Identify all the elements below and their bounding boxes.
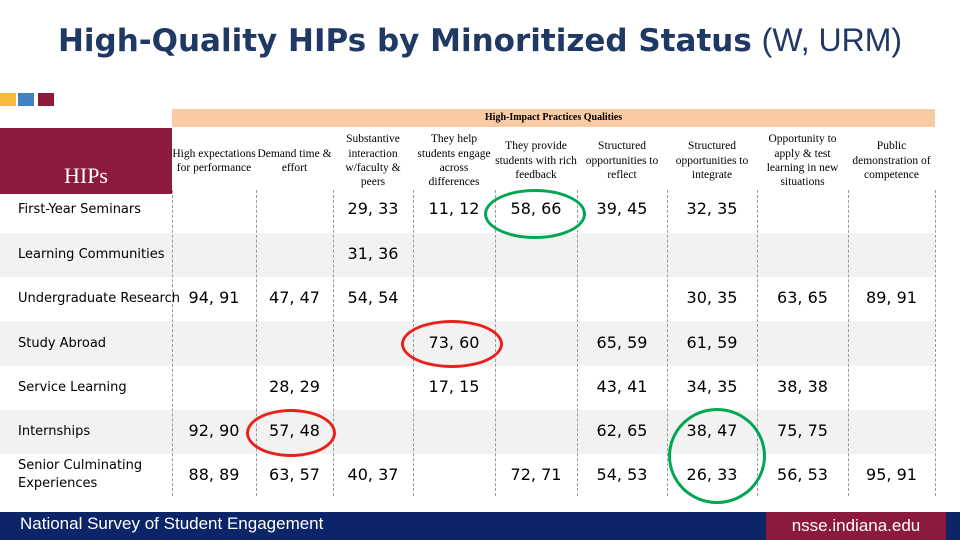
table-cell: 63, 57 <box>269 465 320 484</box>
column-header: They provide students with rich feedback <box>495 140 577 182</box>
table-cell: 28, 29 <box>269 377 320 396</box>
table-cell: 89, 91 <box>866 288 917 307</box>
column-divider <box>256 190 257 496</box>
table-cell: 39, 45 <box>596 199 648 218</box>
table-cell: 63, 65 <box>777 288 828 307</box>
column-divider <box>577 190 578 496</box>
table-cell: 17, 15 <box>428 377 480 396</box>
column-header: High expectations for performance <box>172 147 256 174</box>
accent-square-maroon <box>38 93 54 106</box>
column-header: Substantive interaction w/faculty & peer… <box>345 133 401 189</box>
row-label: Study Abroad <box>18 336 107 351</box>
table-cell: 54, 53 <box>596 465 648 484</box>
table-cell: 34, 35 <box>686 377 738 396</box>
row-label: Internships <box>18 424 91 439</box>
row-label: Service Learning <box>18 380 127 395</box>
highlight-circle-study-abroad <box>401 320 503 368</box>
column-divider <box>333 190 334 496</box>
column-header: Opportunity to apply & test learning in … <box>766 133 839 189</box>
row-label: Learning Communities <box>18 247 165 262</box>
footer-url: nsse.indiana.edu <box>766 512 946 540</box>
highlight-circle-feedback <box>484 189 586 239</box>
row-stripe <box>0 410 935 454</box>
hips-header-label: HIPs <box>63 163 108 188</box>
highlight-circle-internships <box>246 409 336 457</box>
title-suffix: (W, URM) <box>761 22 903 58</box>
table-cell: 47, 47 <box>269 288 320 307</box>
accent-square-blue <box>18 93 34 106</box>
table-cell: 88, 89 <box>188 465 240 484</box>
column-header: Structured opportunities to reflect <box>585 140 659 182</box>
hips-header-box <box>0 128 172 194</box>
table-cell: 65, 59 <box>596 333 648 352</box>
table-cell: 38, 38 <box>777 377 828 396</box>
footer-source: National Survey of Student Engagement <box>20 514 324 533</box>
table-cell: 92, 90 <box>188 421 240 440</box>
column-header: Structured opportunities to integrate <box>675 140 749 182</box>
row-label: First-Year Seminars <box>18 202 142 217</box>
table-cell: 43, 41 <box>596 377 648 396</box>
table-cell: 31, 36 <box>347 244 399 263</box>
column-divider <box>935 190 936 496</box>
table-cell: 54, 54 <box>347 288 399 307</box>
table-cell: 29, 33 <box>347 199 399 218</box>
title-main: High-Quality HIPs by Minoritized Status <box>57 23 752 59</box>
table-cell: 94, 91 <box>188 288 240 307</box>
table-cell: 95, 91 <box>866 465 917 484</box>
table-cell: 30, 35 <box>686 288 738 307</box>
table-cell: 40, 37 <box>347 465 399 484</box>
table-cell: 61, 59 <box>686 333 738 352</box>
table-cell: 56, 53 <box>777 465 828 484</box>
column-divider <box>172 190 173 496</box>
table-cell: 72, 71 <box>510 465 562 484</box>
column-divider <box>848 190 849 496</box>
table-cell: 75, 75 <box>777 421 828 440</box>
column-divider <box>667 190 668 496</box>
hip-qualities-band: High-Impact Practices Qualities <box>172 109 935 127</box>
column-header: Public demonstration of competence <box>852 140 931 182</box>
column-header: They help students engage across differe… <box>417 133 491 189</box>
accent-square-orange <box>0 93 16 106</box>
table-cell: 11, 12 <box>428 199 480 218</box>
table-cell: 32, 35 <box>686 199 738 218</box>
column-header: Demand time & effort <box>257 147 332 174</box>
highlight-circle-integrate <box>668 408 766 504</box>
table-cell: 62, 65 <box>596 421 648 440</box>
row-label: Undergraduate Research <box>18 291 180 306</box>
row-stripe <box>0 233 935 277</box>
column-divider <box>757 190 758 496</box>
row-label: Senior Culminating Experiences <box>18 458 143 492</box>
page-title: High-Quality HIPs by Minoritized Status … <box>0 22 960 59</box>
